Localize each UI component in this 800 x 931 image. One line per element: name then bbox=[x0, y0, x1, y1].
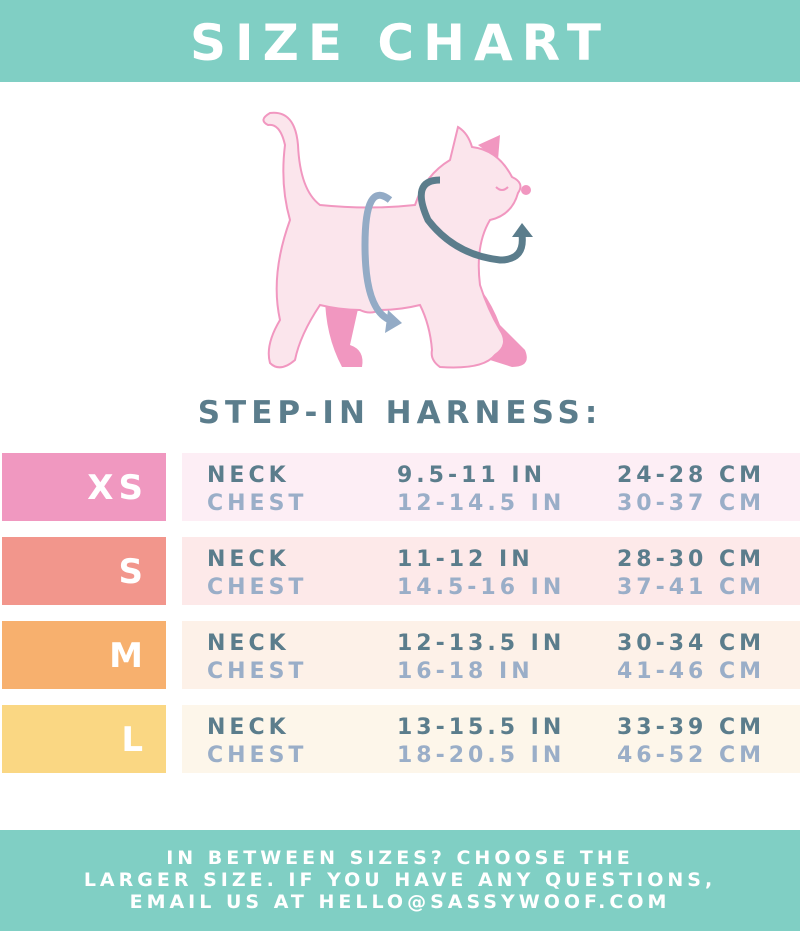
neck-cm: 33-39 CM bbox=[617, 715, 766, 740]
neck-cm: 28-30 CM bbox=[617, 547, 766, 572]
measurements: NECK 11-12 IN 28-30 CM CHEST 14.5-16 IN … bbox=[182, 537, 800, 605]
size-row-m: M NECK 12-13.5 IN 30-34 CM CHEST 16-18 I… bbox=[0, 621, 800, 689]
neck-inches: 12-13.5 IN bbox=[397, 631, 566, 656]
chest-cm: 46-52 CM bbox=[617, 743, 766, 768]
size-label: XS bbox=[2, 453, 166, 521]
chest-inches: 12-14.5 IN bbox=[397, 491, 566, 516]
size-label: L bbox=[2, 705, 166, 773]
footer-line: IN BETWEEN SIZES? CHOOSE THE bbox=[166, 847, 634, 869]
neck-cm: 30-34 CM bbox=[617, 631, 766, 656]
footer-banner: IN BETWEEN SIZES? CHOOSE THE LARGER SIZE… bbox=[0, 830, 800, 931]
measurements: NECK 13-15.5 IN 33-39 CM CHEST 18-20.5 I… bbox=[182, 705, 800, 773]
chest-label: CHEST bbox=[207, 659, 308, 684]
neck-inches: 9.5-11 IN bbox=[397, 463, 546, 488]
neck-arrow-icon bbox=[417, 176, 526, 264]
size-label: S bbox=[2, 537, 166, 605]
cat-eye-icon bbox=[495, 186, 509, 191]
neck-inches: 11-12 IN bbox=[397, 547, 534, 572]
chest-inches: 14.5-16 IN bbox=[397, 575, 566, 600]
measurements: NECK 12-13.5 IN 30-34 CM CHEST 16-18 IN … bbox=[182, 621, 800, 689]
neck-label: NECK bbox=[207, 463, 290, 488]
harness-subtitle: STEP-IN HARNESS: bbox=[197, 395, 603, 431]
chest-inches: 16-18 IN bbox=[397, 659, 534, 684]
chest-cm: 37-41 CM bbox=[617, 575, 766, 600]
header-banner: SIZE CHART bbox=[0, 0, 800, 82]
footer-line: LARGER SIZE. IF YOU HAVE ANY QUESTIONS, bbox=[83, 869, 717, 891]
measurements: NECK 9.5-11 IN 24-28 CM CHEST 12-14.5 IN… bbox=[182, 453, 800, 521]
size-row-l: L NECK 13-15.5 IN 33-39 CM CHEST 18-20.5… bbox=[0, 705, 800, 773]
neck-cm: 24-28 CM bbox=[617, 463, 766, 488]
neck-label: NECK bbox=[207, 631, 290, 656]
chest-arrowhead-icon bbox=[385, 310, 402, 333]
neck-arrowhead-icon bbox=[512, 223, 533, 237]
chest-inches: 18-20.5 IN bbox=[397, 743, 566, 768]
cat-nose-icon bbox=[521, 185, 531, 195]
size-row-s: S NECK 11-12 IN 28-30 CM CHEST 14.5-16 I… bbox=[0, 537, 800, 605]
cat-measurement-illustration bbox=[262, 111, 533, 369]
neck-label: NECK bbox=[207, 715, 290, 740]
chest-label: CHEST bbox=[207, 743, 308, 768]
page-title: SIZE CHART bbox=[189, 14, 611, 72]
chest-label: CHEST bbox=[207, 491, 308, 516]
footer-line: EMAIL US AT HELLO@SASSYWOOF.COM bbox=[129, 891, 671, 913]
cat-body-icon bbox=[262, 111, 522, 369]
chest-cm: 41-46 CM bbox=[617, 659, 766, 684]
neck-inches: 13-15.5 IN bbox=[397, 715, 566, 740]
size-label: M bbox=[2, 621, 166, 689]
chest-arrow-icon bbox=[361, 191, 393, 324]
neck-label: NECK bbox=[207, 547, 290, 572]
chest-label: CHEST bbox=[207, 575, 308, 600]
chest-cm: 30-37 CM bbox=[617, 491, 766, 516]
size-row-xs: XS NECK 9.5-11 IN 24-28 CM CHEST 12-14.5… bbox=[0, 453, 800, 521]
